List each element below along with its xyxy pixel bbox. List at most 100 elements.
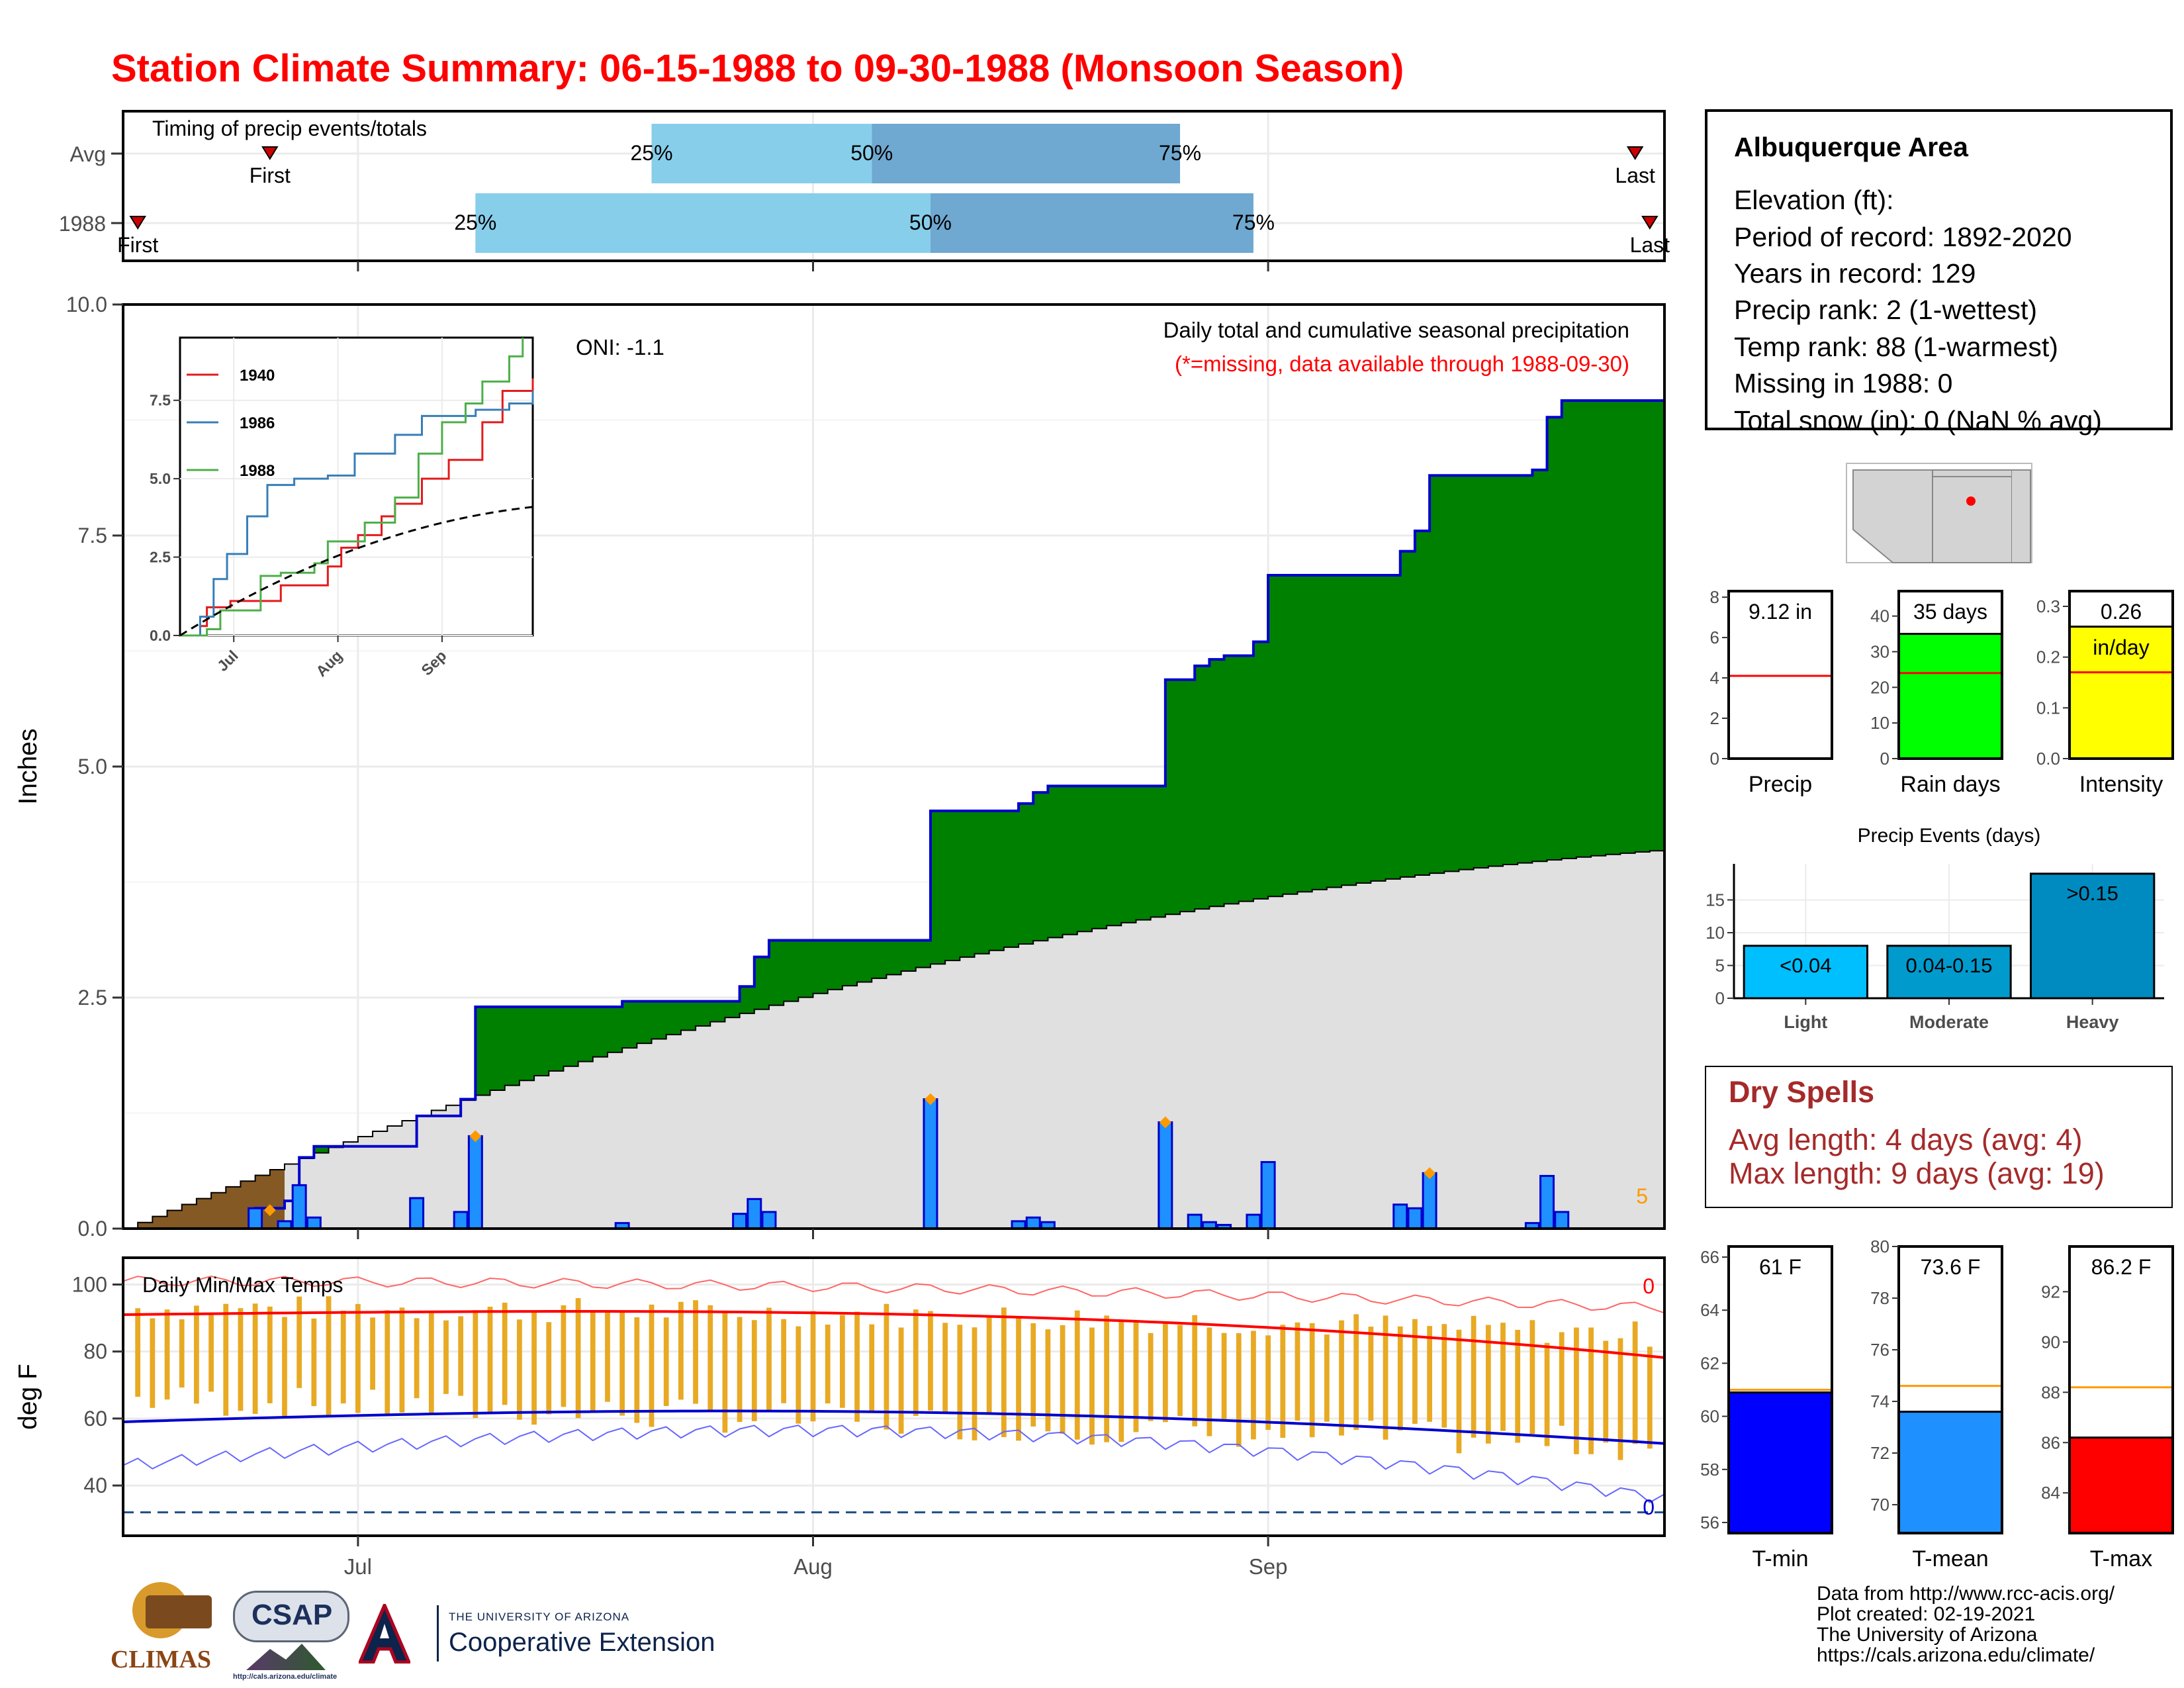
temp-range-bar [678, 1301, 684, 1400]
daily-precip-bar [306, 1216, 322, 1230]
temp-range-bar [252, 1303, 258, 1414]
temp-range-bar [179, 1319, 185, 1388]
temp-range-bar [1016, 1317, 1021, 1441]
temp-range-bar [1074, 1310, 1080, 1440]
temp-range-bar [487, 1307, 493, 1413]
timing-first-marker [261, 146, 279, 160]
temp-range-bar [414, 1318, 420, 1399]
temp-range-bar [428, 1313, 434, 1413]
temp-range-bar [1251, 1331, 1256, 1440]
temp-range-bar [238, 1308, 244, 1411]
temps-bottom-count: 0 [1643, 1495, 1655, 1519]
temp-range-bar [649, 1304, 655, 1427]
inset-ytick-label: 5.0 [150, 470, 171, 487]
inset-legend-label: 1940 [240, 367, 275, 385]
dry-spells-avg: Avg length: 4 days (avg: 4) [1729, 1123, 2083, 1156]
temp-range-bar [986, 1315, 992, 1414]
temp-range-bar [1574, 1327, 1579, 1454]
daily-precip-bar [1246, 1213, 1261, 1230]
temp-summary-ytick-label: 56 [1700, 1513, 1719, 1532]
timing-last-marker [1641, 216, 1659, 230]
daily-precip-bar [291, 1184, 307, 1230]
csap-url: http://cals.arizona.edu/climate [233, 1673, 338, 1681]
timing-quartile-label: 25% [630, 141, 672, 165]
temp-summary-ytick-label: 70 [1870, 1495, 1889, 1515]
temp-range-bar [796, 1326, 801, 1424]
temp-range-bar [473, 1310, 478, 1419]
ua-extension-logo: THE UNIVERSITY OF ARIZONA Cooperative Ex… [357, 1599, 743, 1671]
temp-range-bar [164, 1309, 170, 1400]
precip-summary-ytick-label: 4 [1710, 668, 1719, 688]
temp-range-bar [869, 1324, 875, 1412]
timing-row-label: Avg [69, 142, 106, 166]
precip-summary-value-label: 9.12 in [1749, 600, 1812, 624]
precip-summary-ytick-label: 20 [1870, 677, 1889, 697]
temp-range-bar [722, 1310, 728, 1433]
station-precip-rank: Precip rank: 2 (1-wettest) [1734, 295, 2037, 325]
inset-bg [179, 336, 534, 637]
precip-summary-frame [1727, 590, 1833, 760]
station-temp-rank: Temp rank: 88 (1-warmest) [1734, 332, 2058, 362]
mountain-icon [246, 1644, 326, 1670]
temps-xtick-label: Jul [344, 1554, 372, 1579]
temp-range-bar [854, 1311, 860, 1422]
daily-precip-bar [467, 1135, 483, 1230]
daily-precip-bar [409, 1197, 425, 1230]
timing-title: Timing of precip events/totals [152, 117, 427, 140]
daily-precip-bar [1392, 1203, 1408, 1230]
temp-range-bar [693, 1300, 698, 1404]
temp-range-bar [766, 1307, 772, 1411]
temp-range-bar [1118, 1321, 1124, 1442]
timing-quartile-label: 50% [909, 211, 952, 234]
main-ytick-label: 2.5 [78, 986, 107, 1009]
timing-q50-q75-bar [872, 124, 1181, 183]
station-missing: Missing in 1988: 0 [1734, 368, 1953, 399]
heavy-day-marker [263, 1204, 276, 1217]
precip-summary-unit-label: in/day [2093, 635, 2149, 659]
temps-panel: Daily Min/Max Temps 0 0 40 60 80 100 Jul Aug Sep d… [14, 1256, 1666, 1579]
temp-range-bar [1309, 1323, 1315, 1438]
record-high-line [122, 1275, 1665, 1314]
temp-range-bar [1559, 1332, 1565, 1426]
temp-range-bar [1515, 1329, 1521, 1443]
temp-range-bar [517, 1319, 522, 1420]
temp-range-bar [1456, 1329, 1462, 1454]
inset-series-1986 [180, 391, 534, 637]
temp-range-bar [825, 1324, 831, 1404]
region-map [1846, 463, 2032, 563]
precip-summary-frame [2068, 590, 2174, 760]
temp-range-bar [223, 1303, 229, 1416]
timing-quartile-label: 75% [1232, 211, 1275, 234]
temp-summary-ytick-label: 86 [2041, 1432, 2060, 1452]
events-bar-label: >0.15 [2066, 882, 2118, 905]
temp-range-bar [1588, 1327, 1594, 1454]
temp-summary-frame [1727, 1245, 1833, 1534]
temp-range-bar [502, 1302, 508, 1405]
temp-range-bar [443, 1320, 449, 1394]
temp-range-bar [1236, 1333, 1242, 1447]
temp-range-bar [1030, 1323, 1036, 1427]
temp-range-bar [385, 1310, 390, 1416]
credit-university: The University of Arizona [1817, 1624, 2038, 1646]
timing-q25-q50-bar [475, 193, 931, 253]
temp-range-bar [194, 1305, 199, 1404]
timing-q50-q75-bar [930, 193, 1253, 253]
daily-precip-bar [761, 1211, 777, 1230]
dry-spells-title: Dry Spells [1729, 1075, 1875, 1109]
temp-range-bar [340, 1310, 346, 1404]
temp-range-bar [1148, 1333, 1154, 1421]
ua-big-text: Cooperative Extension [449, 1628, 715, 1657]
record-low-line [122, 1425, 1665, 1503]
temp-summary-ytick-label: 72 [1870, 1443, 1889, 1463]
temp-range-bar [326, 1296, 332, 1415]
temp-range-bar [1617, 1338, 1623, 1460]
temp-range-bar [575, 1298, 581, 1419]
daily-precip-bar [747, 1197, 762, 1230]
temps-ytick-label: 80 [83, 1340, 107, 1364]
precip-summary-ytick-label: 0.0 [2036, 749, 2060, 769]
temp-range-bar [1265, 1335, 1271, 1430]
timing-first-label: First [250, 164, 291, 187]
station-years: Years in record: 129 [1734, 258, 1976, 289]
